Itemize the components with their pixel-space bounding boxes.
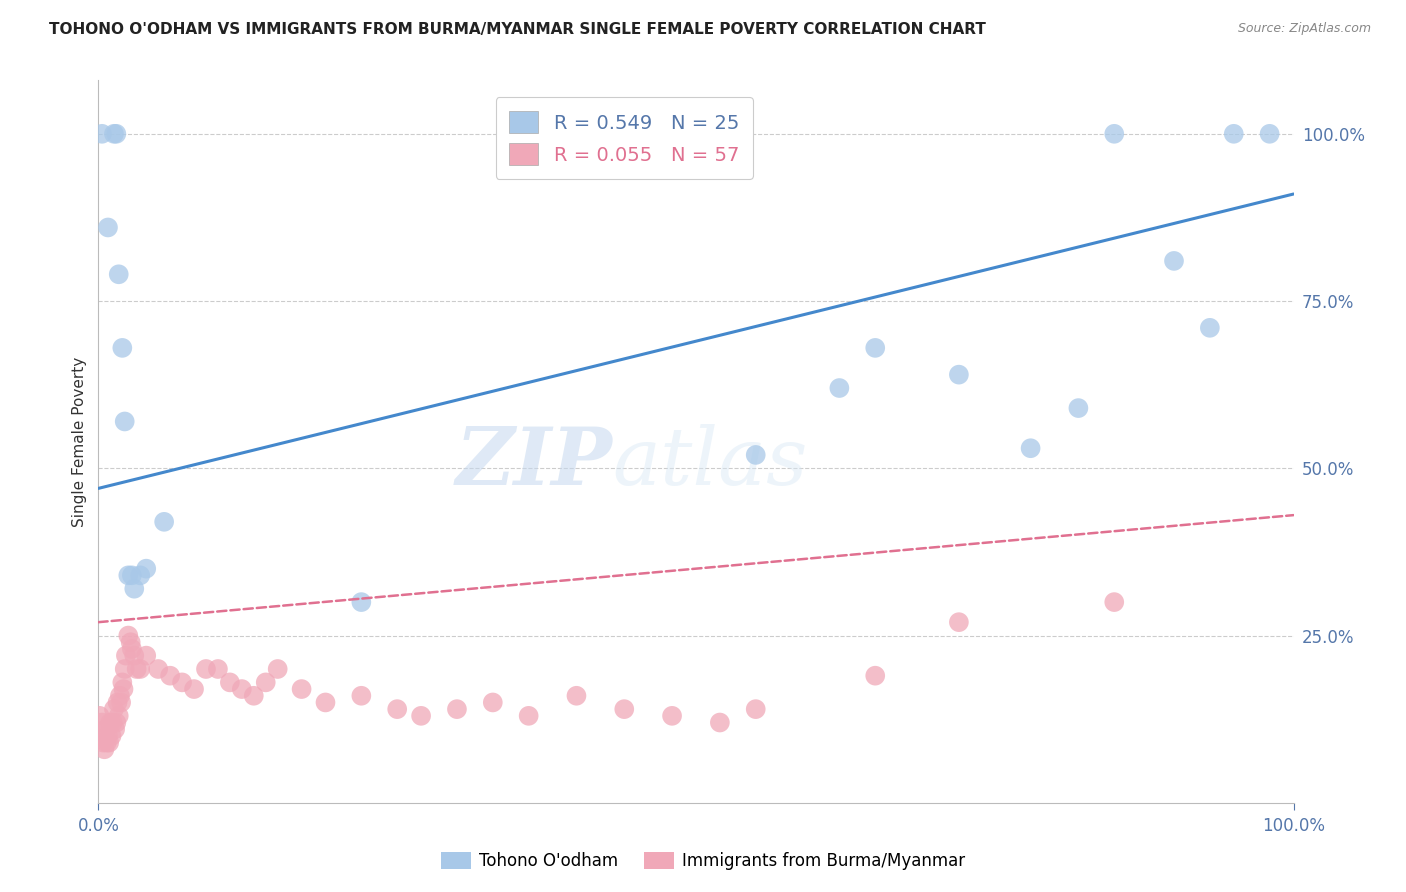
- Point: [125, 662, 148, 676]
- Point: [481, 696, 505, 710]
- Point: [89, 708, 111, 723]
- Point: [93, 742, 115, 756]
- Point: [124, 582, 146, 596]
- Point: [107, 708, 129, 723]
- Point: [1223, 127, 1246, 141]
- Point: [103, 127, 125, 141]
- Point: [110, 696, 132, 710]
- Point: [105, 715, 128, 730]
- Point: [135, 562, 157, 576]
- Point: [315, 696, 337, 710]
- Point: [98, 715, 122, 730]
- Point: [1104, 127, 1126, 141]
- Legend: Tohono O'odham, Immigrants from Burma/Myanmar: Tohono O'odham, Immigrants from Burma/My…: [434, 845, 972, 877]
- Text: TOHONO O'ODHAM VS IMMIGRANTS FROM BURMA/MYANMAR SINGLE FEMALE POVERTY CORRELATIO: TOHONO O'ODHAM VS IMMIGRANTS FROM BURMA/…: [49, 22, 986, 37]
- Point: [114, 414, 136, 429]
- Point: [517, 708, 540, 723]
- Point: [183, 681, 205, 696]
- Point: [159, 669, 181, 683]
- Point: [565, 689, 588, 703]
- Y-axis label: Single Female Poverty: Single Female Poverty: [72, 357, 87, 526]
- Point: [1019, 442, 1042, 455]
- Point: [101, 715, 124, 730]
- Point: [94, 723, 117, 737]
- Point: [112, 681, 135, 696]
- Point: [107, 696, 129, 710]
- Point: [98, 735, 121, 749]
- Point: [111, 341, 134, 355]
- Point: [385, 702, 409, 716]
- Point: [745, 702, 768, 716]
- Point: [865, 669, 887, 683]
- Point: [1258, 127, 1281, 141]
- Point: [105, 127, 128, 141]
- Point: [948, 368, 970, 382]
- Point: [1104, 595, 1126, 609]
- Point: [828, 381, 851, 395]
- Point: [709, 715, 731, 730]
- Point: [446, 702, 468, 716]
- Point: [129, 568, 152, 582]
- Point: [350, 689, 373, 703]
- Point: [231, 681, 253, 696]
- Point: [97, 220, 120, 235]
- Point: [172, 675, 194, 690]
- Point: [219, 675, 242, 690]
- Point: [254, 675, 277, 690]
- Point: [135, 648, 157, 663]
- Point: [661, 708, 683, 723]
- Point: [195, 662, 218, 676]
- Point: [91, 715, 114, 730]
- Point: [90, 729, 112, 743]
- Point: [104, 723, 127, 737]
- Point: [350, 595, 373, 609]
- Point: [100, 729, 122, 743]
- Point: [129, 662, 152, 676]
- Point: [207, 662, 229, 676]
- Point: [1067, 401, 1090, 416]
- Point: [114, 662, 136, 676]
- Point: [97, 729, 120, 743]
- Point: [243, 689, 266, 703]
- Point: [120, 635, 142, 649]
- Point: [115, 648, 138, 663]
- Point: [96, 735, 118, 749]
- Point: [117, 568, 139, 582]
- Point: [121, 568, 143, 582]
- Point: [103, 702, 125, 716]
- Point: [1163, 254, 1185, 268]
- Point: [111, 675, 134, 690]
- Text: Source: ZipAtlas.com: Source: ZipAtlas.com: [1237, 22, 1371, 36]
- Point: [121, 642, 143, 657]
- Point: [865, 341, 887, 355]
- Point: [291, 681, 314, 696]
- Point: [91, 735, 114, 749]
- Point: [613, 702, 636, 716]
- Legend: R = 0.549   N = 25, R = 0.055   N = 57: R = 0.549 N = 25, R = 0.055 N = 57: [495, 97, 754, 179]
- Point: [411, 708, 433, 723]
- Point: [148, 662, 170, 676]
- Point: [124, 648, 146, 663]
- Point: [91, 127, 114, 141]
- Text: ZIP: ZIP: [456, 425, 613, 502]
- Point: [108, 689, 131, 703]
- Point: [107, 268, 129, 282]
- Point: [267, 662, 290, 676]
- Point: [948, 615, 970, 630]
- Point: [745, 448, 768, 462]
- Point: [1199, 321, 1222, 335]
- Text: atlas: atlas: [613, 425, 807, 502]
- Point: [117, 628, 139, 642]
- Point: [153, 515, 176, 529]
